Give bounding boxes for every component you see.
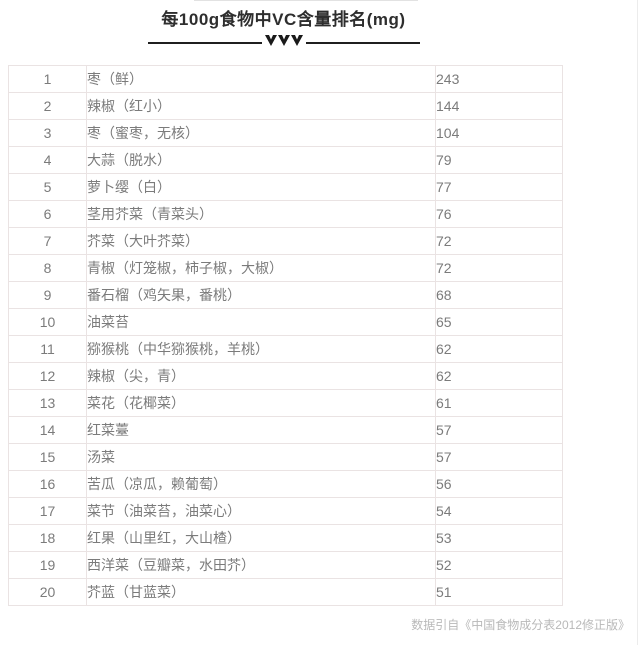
vc-value-cell: 68 <box>435 281 563 309</box>
table-row: 2 辣椒（红小） 144 <box>8 92 563 120</box>
food-name-cell: 苦瓜（凉瓜，赖葡萄） <box>86 470 436 498</box>
rank-cell: 7 <box>8 227 87 255</box>
vc-value-cell: 77 <box>435 173 563 201</box>
table-row: 1 枣（鲜） 243 <box>8 65 563 93</box>
table-row: 12 辣椒（尖，青） 62 <box>8 362 563 390</box>
food-name-cell: 汤菜 <box>86 443 436 471</box>
rank-cell: 13 <box>8 389 87 417</box>
vc-value-cell: 104 <box>435 119 563 147</box>
food-name-cell: 辣椒（红小） <box>86 92 436 120</box>
table-row: 16 苦瓜（凉瓜，赖葡萄） 56 <box>8 470 563 498</box>
rank-cell: 18 <box>8 524 87 552</box>
vc-value-cell: 72 <box>435 227 563 255</box>
table-row: 6 茎用芥菜（青菜头） 76 <box>8 200 563 228</box>
table-row: 4 大蒜（脱水） 79 <box>8 146 563 174</box>
rank-cell: 6 <box>8 200 87 228</box>
chevron-down-icon <box>261 35 306 47</box>
table-row: 18 红果（山里红，大山楂） 53 <box>8 524 563 552</box>
vc-value-cell: 79 <box>435 146 563 174</box>
data-source-note: 数据引自《中国食物成分表2012修正版》 <box>411 618 630 632</box>
food-name-cell: 菜花（花椰菜） <box>86 389 436 417</box>
food-name-cell: 西洋菜（豆瓣菜，水田芥） <box>86 551 436 579</box>
vc-value-cell: 57 <box>435 443 563 471</box>
rank-cell: 19 <box>8 551 87 579</box>
page-title: 每100g食物中VC含量排名(mg) <box>161 10 406 29</box>
vc-value-cell: 57 <box>435 416 563 444</box>
vc-ranking-table: 1 枣（鲜） 243 2 辣椒（红小） 144 3 枣（蜜枣，无核） 104 4… <box>8 65 563 606</box>
food-name-cell: 萝卜缨（白） <box>86 173 436 201</box>
table-row: 5 萝卜缨（白） 77 <box>8 173 563 201</box>
food-name-cell: 油菜苔 <box>86 308 436 336</box>
rank-cell: 12 <box>8 362 87 390</box>
food-name-cell: 红菜薹 <box>86 416 436 444</box>
vc-table-body: 1 枣（鲜） 243 2 辣椒（红小） 144 3 枣（蜜枣，无核） 104 4… <box>8 65 563 606</box>
vc-value-cell: 53 <box>435 524 563 552</box>
table-row: 8 青椒（灯笼椒，柿子椒，大椒） 72 <box>8 254 563 282</box>
table-row: 14 红菜薹 57 <box>8 416 563 444</box>
rank-cell: 11 <box>8 335 87 363</box>
food-name-cell: 芥蓝（甘蓝菜） <box>86 578 436 606</box>
vc-value-cell: 76 <box>435 200 563 228</box>
table-header: 每100g食物中VC含量排名(mg) <box>0 0 567 49</box>
food-name-cell: 枣（蜜枣，无核） <box>86 119 436 147</box>
rank-cell: 15 <box>8 443 87 471</box>
food-name-cell: 茎用芥菜（青菜头） <box>86 200 436 228</box>
rank-cell: 9 <box>8 281 87 309</box>
table-row: 7 芥菜（大叶芥菜） 72 <box>8 227 563 255</box>
vc-value-cell: 62 <box>435 362 563 390</box>
vc-value-cell: 56 <box>435 470 563 498</box>
table-row: 9 番石榴（鸡矢果，番桃） 68 <box>8 281 563 309</box>
table-row: 13 菜花（花椰菜） 61 <box>8 389 563 417</box>
food-name-cell: 青椒（灯笼椒，柿子椒，大椒） <box>86 254 436 282</box>
rank-cell: 3 <box>8 119 87 147</box>
rank-cell: 5 <box>8 173 87 201</box>
vc-value-cell: 72 <box>435 254 563 282</box>
vc-value-cell: 54 <box>435 497 563 525</box>
vc-value-cell: 144 <box>435 92 563 120</box>
table-row: 10 油菜苔 65 <box>8 308 563 336</box>
table-row: 19 西洋菜（豆瓣菜，水田芥） 52 <box>8 551 563 579</box>
table-row: 15 汤菜 57 <box>8 443 563 471</box>
food-name-cell: 菜节（油菜苔，油菜心） <box>86 497 436 525</box>
rank-cell: 4 <box>8 146 87 174</box>
food-name-cell: 枣（鲜） <box>86 65 436 93</box>
rank-cell: 14 <box>8 416 87 444</box>
rank-cell: 17 <box>8 497 87 525</box>
vc-value-cell: 61 <box>435 389 563 417</box>
vc-value-cell: 62 <box>435 335 563 363</box>
rank-cell: 8 <box>8 254 87 282</box>
table-row: 3 枣（蜜枣，无核） 104 <box>8 119 563 147</box>
food-name-cell: 猕猴桃（中华猕猴桃，羊桃） <box>86 335 436 363</box>
rank-cell: 20 <box>8 578 87 606</box>
vc-value-cell: 65 <box>435 308 563 336</box>
top-divider-artifact <box>194 0 418 1</box>
table-row: 11 猕猴桃（中华猕猴桃，羊桃） 62 <box>8 335 563 363</box>
table-row: 17 菜节（油菜苔，油菜心） 54 <box>8 497 563 525</box>
food-name-cell: 红果（山里红，大山楂） <box>86 524 436 552</box>
food-name-cell: 芥菜（大叶芥菜） <box>86 227 436 255</box>
vc-value-cell: 52 <box>435 551 563 579</box>
rank-cell: 2 <box>8 92 87 120</box>
title-divider <box>147 35 420 49</box>
vc-value-cell: 51 <box>435 578 563 606</box>
rank-cell: 1 <box>8 65 87 93</box>
rank-cell: 16 <box>8 470 87 498</box>
vc-value-cell: 243 <box>435 65 563 93</box>
table-row: 20 芥蓝（甘蓝菜） 51 <box>8 578 563 606</box>
food-name-cell: 辣椒（尖，青） <box>86 362 436 390</box>
rank-cell: 10 <box>8 308 87 336</box>
food-name-cell: 大蒜（脱水） <box>86 146 436 174</box>
food-name-cell: 番石榴（鸡矢果，番桃） <box>86 281 436 309</box>
